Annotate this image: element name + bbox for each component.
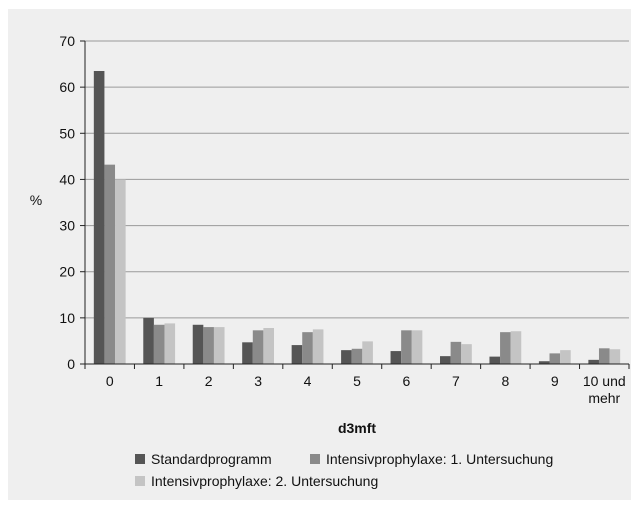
bar [192, 324, 204, 364]
bar [312, 329, 324, 364]
bars [93, 70, 621, 364]
bar [411, 330, 423, 364]
x-tick-label: 2 [205, 373, 213, 389]
y-axis-label: % [30, 192, 42, 208]
legend-label: Standardprogramm [151, 451, 272, 467]
legend-swatch [135, 476, 145, 486]
x-tick-label: 1 [155, 373, 163, 389]
bar [598, 348, 610, 364]
bar [560, 350, 571, 364]
y-tick-label: 50 [59, 125, 75, 141]
bar [115, 179, 126, 364]
bar [341, 350, 352, 364]
bar [302, 332, 313, 364]
bar [461, 344, 472, 364]
x-tick-label: 3 [254, 373, 262, 389]
bar [242, 342, 253, 364]
y-tick-label: 70 [59, 33, 75, 49]
y-tick-label: 30 [59, 218, 75, 234]
bar [538, 361, 550, 364]
legend-swatch [310, 454, 320, 464]
x-tick-label: 8 [501, 373, 509, 389]
bar [450, 341, 462, 364]
legend: Standardprogramm Intensivprophylaxe: 1. U… [135, 451, 553, 489]
legend-label: Intensivprophylaxe: 1. Untersuchung [326, 451, 553, 467]
y-tick-label: 20 [59, 264, 75, 280]
bar [549, 353, 561, 364]
x-tick-label: 10 und mehr [583, 373, 626, 406]
bar [609, 349, 621, 364]
bar [401, 330, 412, 364]
x-tick-label: 9 [551, 373, 559, 389]
grid-lines [85, 40, 629, 319]
bar [500, 332, 511, 364]
x-axis-label: d3mft [338, 420, 376, 436]
y-tick-label: 10 [59, 310, 75, 326]
bar [390, 351, 402, 364]
bar [93, 70, 105, 364]
bar [104, 164, 116, 364]
bar [588, 359, 599, 364]
legend-swatch [135, 454, 145, 464]
bar [263, 328, 274, 364]
bar [489, 356, 501, 364]
axes [80, 40, 630, 369]
bar [203, 327, 214, 364]
bar [291, 345, 303, 364]
x-tick-label: 0 [106, 373, 114, 389]
bar [440, 356, 451, 364]
bar [510, 331, 522, 364]
y-tick-label: 40 [59, 171, 75, 187]
y-tick-label: 0 [67, 356, 75, 372]
bar [213, 327, 225, 364]
y-tick-labels: 0 10 20 30 40 50 60 70 [59, 33, 75, 372]
x-tick-label: 6 [403, 373, 411, 389]
bar [143, 317, 154, 364]
y-tick-label: 60 [59, 79, 75, 95]
legend-label: Intensivprophylaxe: 2. Untersuchung [151, 473, 378, 489]
bar [153, 324, 165, 364]
bar [252, 330, 264, 364]
x-tick-label: 7 [452, 373, 460, 389]
bar [351, 348, 363, 364]
x-tick-label: 4 [304, 373, 312, 389]
bar [362, 341, 373, 364]
x-tick-labels: 0 1 2 3 4 5 6 7 8 9 10 und mehr [106, 373, 626, 406]
x-tick-label: 5 [353, 373, 361, 389]
bar [164, 323, 176, 364]
